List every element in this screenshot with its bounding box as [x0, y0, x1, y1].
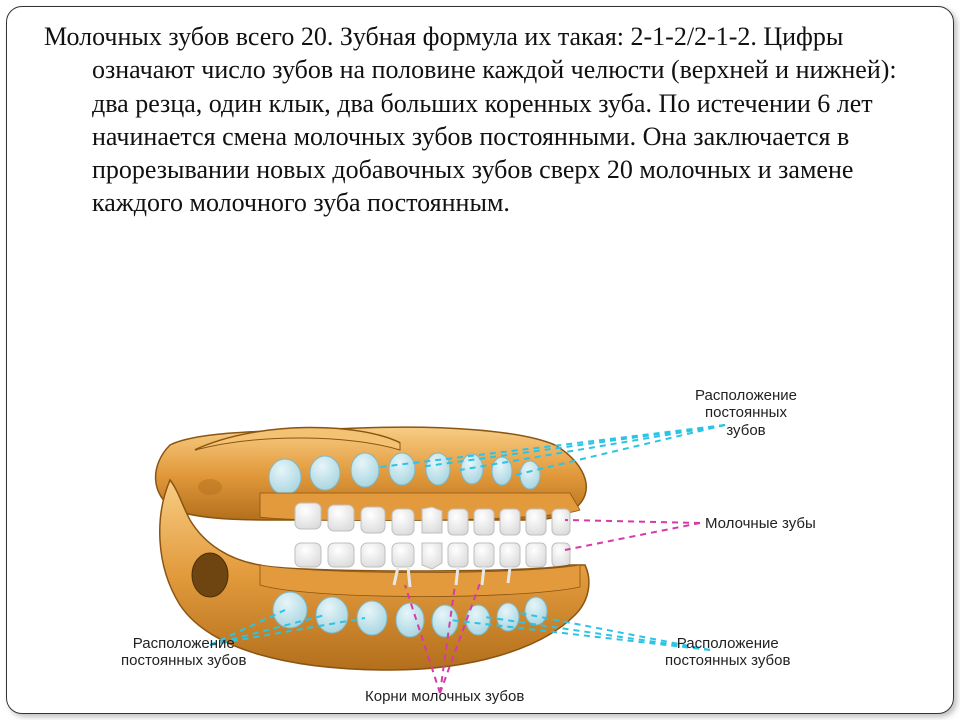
label-text: Расположение: [695, 387, 797, 404]
body-paragraph: Молочных зубов всего 20. Зубная формула …: [24, 20, 936, 220]
paragraph-text: Молочных зубов всего 20. Зубная формула …: [44, 20, 916, 220]
jaw-diagram: Расположение постоянных зубов Молочные з…: [120, 395, 900, 705]
label-text: Расположение: [677, 635, 779, 652]
label-text: Расположение: [133, 635, 235, 652]
label-text: постоянных: [705, 404, 787, 421]
label-perm-left: Расположение постоянных зубов: [121, 635, 246, 670]
label-milk: Молочные зубы: [705, 515, 816, 532]
label-perm-lower: Расположение постоянных зубов: [665, 635, 790, 670]
label-perm-upper: Расположение постоянных зубов: [695, 387, 797, 439]
label-text: зубов: [726, 422, 765, 439]
label-text: постоянных зубов: [665, 652, 790, 669]
label-text: постоянных зубов: [121, 652, 246, 669]
label-roots: Корни молочных зубов: [365, 688, 524, 705]
